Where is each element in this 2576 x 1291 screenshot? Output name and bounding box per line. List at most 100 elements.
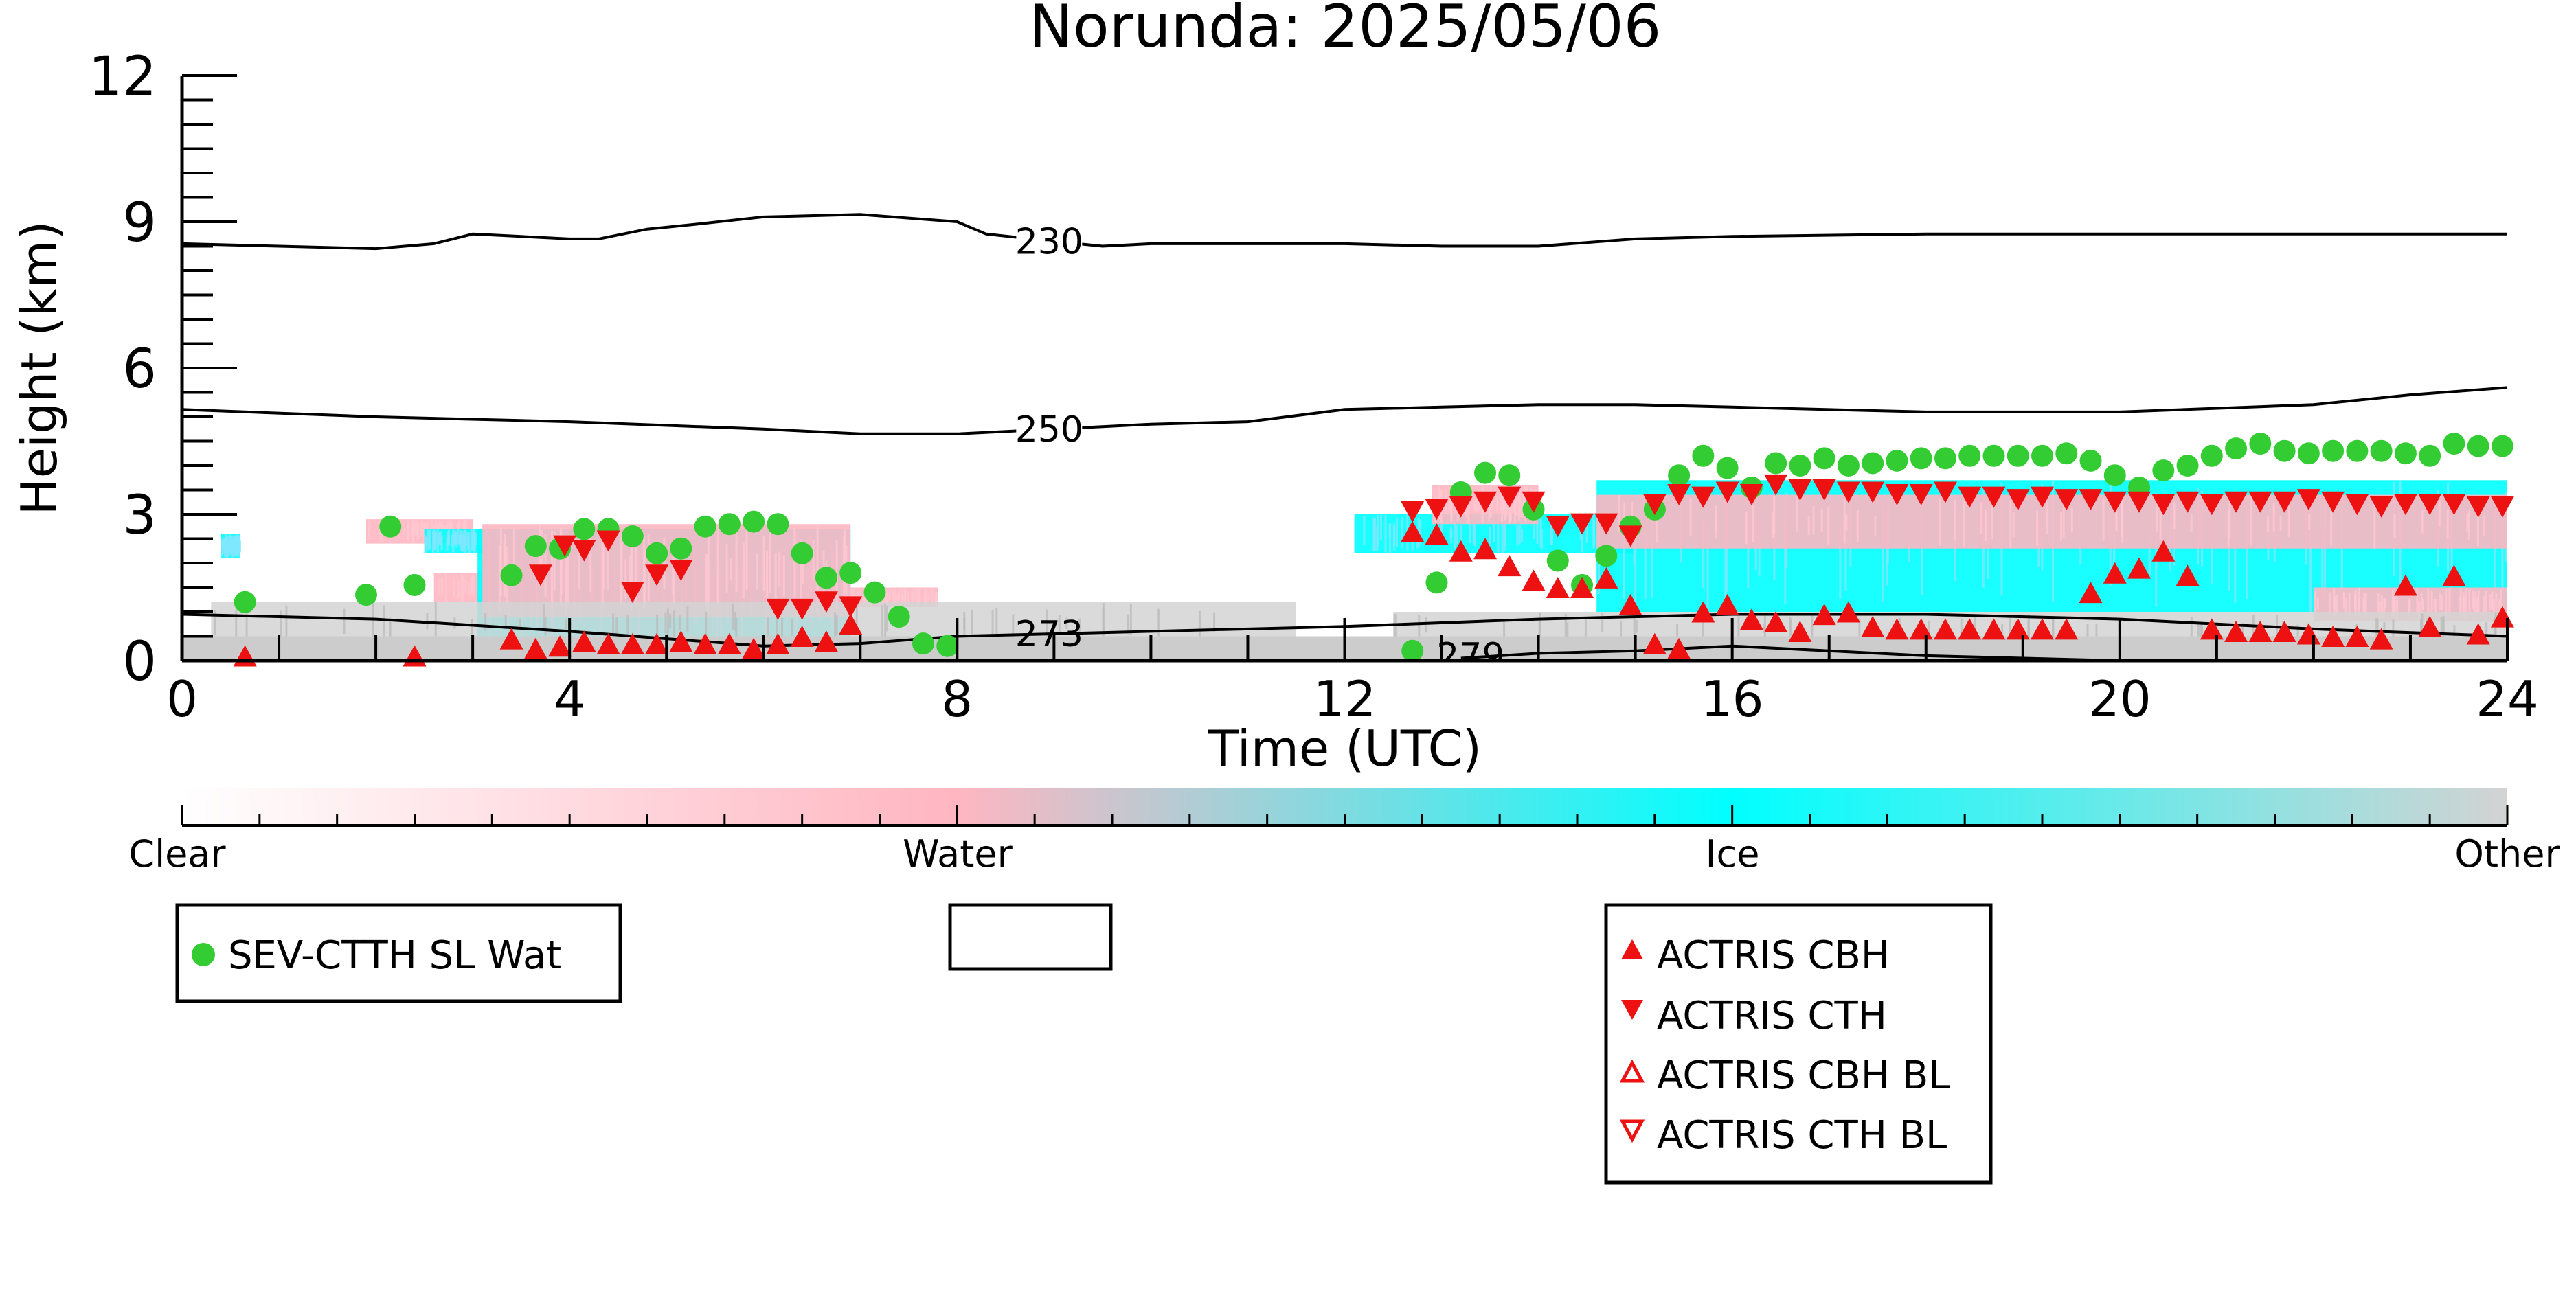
sev-ctth-point [670,538,692,560]
chart-title: Norunda: 2025/05/06 [1029,0,1662,61]
sev-ctth-point [743,511,765,533]
sev-ctth-point [525,535,547,557]
sev-ctth-point [694,516,716,538]
y-axis-label: Height (km) [10,221,68,516]
sev-ctth-point [355,584,377,606]
sev-ctth-point [1934,447,1956,469]
sev-ctth-point [2492,435,2513,457]
y-tick-label: 3 [122,485,157,547]
sev-ctth-point [501,564,523,586]
legend-label-cbh-bl: ACTRIS CBH BL [1657,1053,1950,1098]
y-tick-label: 6 [122,339,157,400]
sev-ctth-point [912,632,934,654]
legend-label-cth-bl: ACTRIS CTH BL [1657,1113,1947,1158]
contour-line-250 [182,387,2507,433]
colorbar-label-clear: Clear [128,832,226,876]
x-tick-label: 24 [2476,670,2539,728]
sev-ctth-point [1789,455,1811,477]
colorbar-label-water: Water [903,832,1013,876]
sev-ctth-point [2249,433,2271,455]
sev-ctth-point [2152,459,2174,481]
sev-ctth-point [2274,440,2296,462]
legend-circle-marker [192,943,215,966]
sev-ctth-point [719,513,741,535]
sev-ctth-point [888,606,910,628]
sev-ctth-point [1474,462,1496,484]
legend-actris: ACTRIS CBH ACTRIS CTH ACTRIS CBH BL ACTR… [1606,905,1991,1183]
sev-ctth-point [2346,440,2368,462]
sev-ctth-point [1982,445,2004,467]
sev-ctth-point [2298,442,2320,464]
x-axis-label: Time (UTC) [1208,720,1482,777]
sev-ctth-point [1910,447,1932,469]
legend-box-empty [950,905,1111,969]
legend-label-cbh: ACTRIS CBH [1657,933,1890,978]
x-tick-label: 4 [554,670,585,728]
sev-ctth-point [2225,437,2247,459]
sev-ctth-point [404,574,426,596]
x-tick-label: 16 [1701,670,1764,728]
sev-ctth-point [1401,640,1423,662]
colorbar: Clear Water Ice Other [128,788,2560,876]
actris-cbh-point [1498,555,1521,576]
sev-ctth-point [936,635,958,657]
colorbar-label-other: Other [2454,832,2560,876]
x-tick-label: 0 [166,670,198,728]
sev-ctth-point [234,591,256,613]
sev-ctth-point [646,542,668,564]
sev-ctth-point [2201,445,2223,467]
sev-ctth-point [379,516,401,538]
actris-cbh-point [1522,569,1546,591]
sev-ctth-point [2007,445,2029,467]
x-tick-label: 8 [941,670,973,728]
legend-satellite: SEV-CTTH SL Wat [177,905,620,1001]
contour-line-230 [182,214,2507,249]
sev-ctth-point [1862,452,1884,474]
sev-ctth-point [2104,464,2126,486]
y-tick-label: 0 [122,631,157,693]
sev-ctth-point [1498,464,1520,486]
sev-ctth-point [839,562,861,584]
sev-ctth-point [2467,435,2489,457]
legend-label-sev: SEV-CTTH SL Wat [228,933,561,978]
sev-ctth-point [1425,571,1447,593]
x-tick-label: 20 [2088,670,2151,728]
sev-ctth-point [1886,450,1908,472]
sev-ctth-point [815,567,837,589]
sev-ctth-point [2419,445,2441,467]
sev-ctth-point [2177,455,2199,477]
sev-ctth-point [2322,440,2344,462]
sev-ctth-point [1765,452,1787,474]
legend-label-cth: ACTRIS CTH [1657,994,1887,1038]
y-tick-label: 9 [122,192,157,254]
sev-ctth-point [767,513,789,535]
sev-ctth-point [1838,455,1860,477]
sev-ctth-point [791,542,813,564]
contour-label-230: 230 [1015,221,1083,262]
sev-ctth-point [622,525,644,547]
sev-ctth-point [2080,450,2102,472]
sev-ctth-point [1692,445,1714,467]
sev-ctth-point [2055,442,2077,464]
sev-ctth-point [1814,447,1835,469]
sev-ctth-point [1717,457,1739,479]
y-tick-label: 12 [89,46,157,108]
actris-cbh-point [1546,577,1570,598]
sev-ctth-point [1547,549,1569,571]
classification-region-water [1596,495,2507,549]
contour-label-273: 273 [1015,614,1083,655]
sev-ctth-point [1958,445,1980,467]
sev-ctth-point [1668,464,1690,486]
sev-ctth-point [2395,442,2417,464]
sev-ctth-point [2031,445,2053,467]
y-axis-ticks: 0 3 6 9 12 [89,46,237,693]
sev-ctth-point [2443,433,2465,455]
contour-label-250: 250 [1015,409,1083,450]
contour-label-279: 279 [1436,636,1504,677]
colorbar-label-ice: Ice [1706,832,1760,876]
sev-ctth-point [1595,545,1617,567]
sev-ctth-point [2371,440,2393,462]
sev-ctth-point [863,582,885,604]
